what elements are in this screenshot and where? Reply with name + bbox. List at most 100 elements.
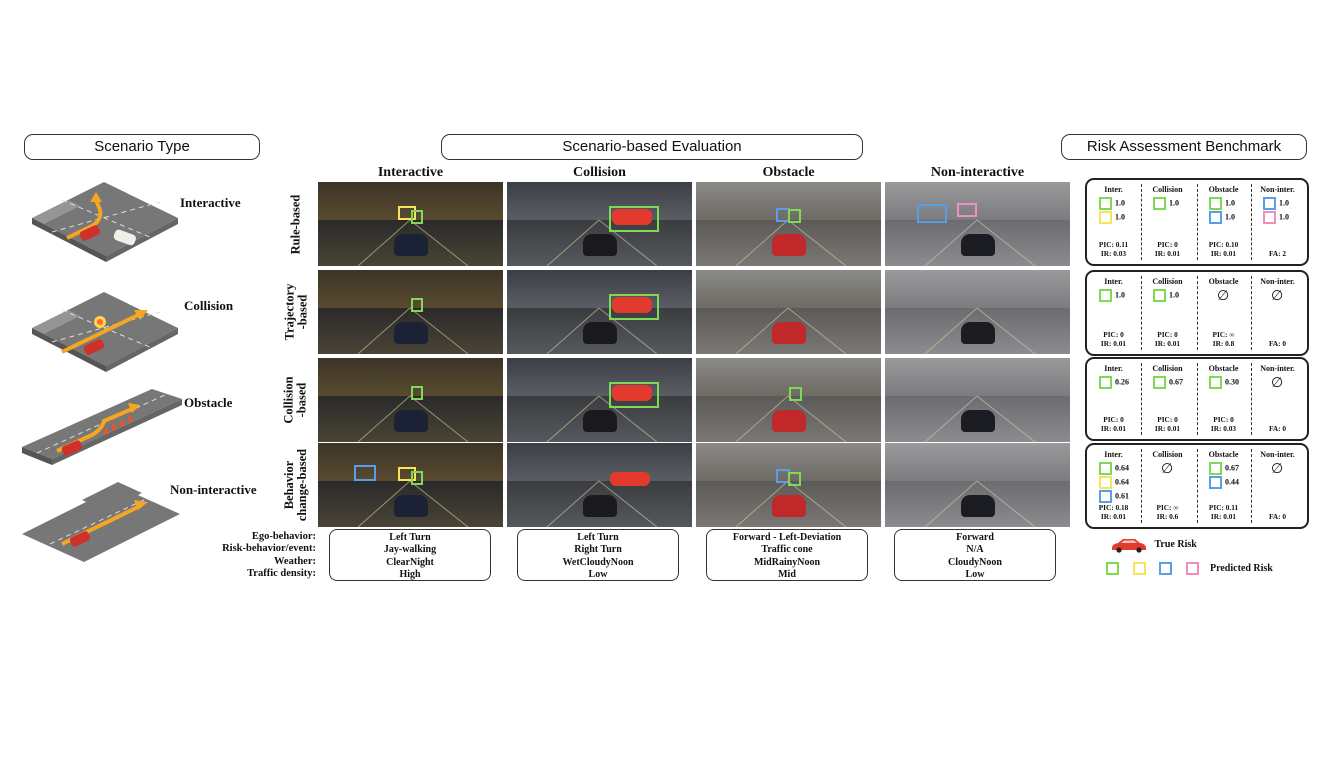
- metric-value: IR: 0.01: [1154, 424, 1181, 433]
- scenario-label-collision: Collision: [184, 298, 234, 313]
- metric-value: PIC: 0: [1157, 240, 1178, 249]
- benchmark-cell-inter: Inter. 1.0 1.0 PIC: 0.11 IR: 0.03: [1087, 180, 1140, 264]
- green-box-icon: [1099, 197, 1112, 210]
- row-header-label: Collision -based: [282, 376, 309, 424]
- row-header-trajectory-based: Trajectory -based: [278, 270, 314, 354]
- yellow-box-icon: [1099, 476, 1112, 489]
- predicted-risk-item: 1.0: [1099, 211, 1125, 224]
- metric-value: PIC: 0.11: [1098, 240, 1129, 249]
- risk-score: 0.67: [1225, 463, 1239, 473]
- weather-value: MidRainyNoon: [753, 556, 821, 568]
- row-header-behavior-change-based: Behavior change-based: [278, 443, 314, 527]
- metric-value: PIC: 0: [1157, 415, 1178, 424]
- predicted-risk-item: 0.30: [1209, 376, 1239, 389]
- traffic-density-value: High: [399, 568, 421, 580]
- benchmark-header: Risk Assessment Benchmark: [1061, 134, 1307, 160]
- scenario-illustration-interactive: [22, 180, 187, 262]
- predicted-risk-item: 1.0: [1099, 197, 1125, 210]
- risk-score: 1.0: [1279, 198, 1289, 208]
- metric-value: IR: 0.01: [1154, 339, 1181, 348]
- weather-value: WetCloudyNoon: [562, 556, 634, 568]
- metric-value: IR: 0.01: [1100, 512, 1127, 521]
- predicted-risk-item: 0.64: [1099, 462, 1129, 475]
- benchmark-metrics: FA: 0: [1251, 424, 1304, 433]
- column-divider: [1251, 363, 1252, 435]
- scenario-type-header: Scenario Type: [24, 134, 260, 160]
- benchmark-cell-obstacle: Obstacle ∅ PIC: ∞ IR: 0.8: [1197, 272, 1250, 354]
- driving-scene-collision-based-obstacle: [696, 358, 881, 442]
- column-header-collision: Collision: [573, 165, 626, 180]
- benchmark-metrics: PIC: ∞ IR: 0.8: [1197, 330, 1250, 348]
- driving-scene-collision-based-non-interactive: [885, 358, 1070, 442]
- benchmark-cell-collision: Collision 1.0 PIC: 0 IR: 0.01: [1141, 272, 1194, 354]
- ego-behavior-value: Left Turn: [577, 532, 619, 543]
- metric-value: PIC: 0.18: [1098, 503, 1129, 512]
- benchmark-metrics: PIC: 0 IR: 0.01: [1141, 330, 1194, 348]
- benchmark-column-title: Non-inter.: [1260, 364, 1295, 373]
- risk-score: 0.26: [1115, 377, 1129, 387]
- scenario-info-collision: Left Turn Right Turn WetCloudyNoon Low: [517, 529, 679, 581]
- predicted-risk-item: 1.0: [1099, 289, 1125, 302]
- column-divider: [1141, 363, 1142, 435]
- true-risk-legend: True Risk: [1110, 537, 1197, 553]
- green-box-icon: [1209, 376, 1222, 389]
- scenario-info-obstacle: Forward - Left-Deviation Traffic cone MidR…: [706, 529, 868, 581]
- true-risk-label: True Risk: [1154, 539, 1197, 551]
- column-divider: [1197, 449, 1198, 523]
- driving-scene-collision-based-collision: [507, 358, 692, 442]
- column-divider: [1197, 363, 1198, 435]
- benchmark-column-title: Non-inter.: [1260, 185, 1295, 194]
- metric-value: IR: 0.01: [1154, 249, 1181, 258]
- risk-behavior-value: N/A: [966, 544, 984, 556]
- predicted-risk-item: 1.0: [1153, 289, 1179, 302]
- benchmark-metrics: PIC: 0 IR: 0.01: [1141, 240, 1194, 258]
- metric-value: FA: 0: [1268, 512, 1287, 521]
- yellow-box-icon: [1099, 211, 1112, 224]
- row-header-label: Rule-based: [288, 194, 303, 254]
- driving-scene-behavior-change-based-obstacle: [696, 443, 881, 527]
- metric-value: IR: 0.6: [1156, 512, 1179, 521]
- driving-scene-trajectory-based-non-interactive: [885, 270, 1070, 354]
- risk-score: 1.0: [1225, 212, 1235, 222]
- traffic-density-value: Low: [588, 568, 608, 580]
- metric-value: IR: 0.8: [1212, 339, 1235, 348]
- scenario-illustration-non-interactive: [22, 478, 187, 562]
- predicted-risk-label: Predicted Risk: [1210, 562, 1273, 574]
- benchmark-metrics: PIC: ∞ IR: 0.6: [1141, 503, 1194, 521]
- risk-behavior-key: Risk-behavior/event:: [222, 543, 316, 555]
- blue-box-icon: [1209, 476, 1222, 489]
- benchmark-cell-inter: Inter. 0.26 PIC: 0 IR: 0.01: [1087, 359, 1140, 439]
- red-car-icon: [1112, 539, 1146, 553]
- green-box-icon: [1099, 376, 1112, 389]
- benchmark-metrics: PIC: 0 IR: 0.01: [1141, 415, 1194, 433]
- driving-scene-rule-based-non-interactive: [885, 182, 1070, 266]
- benchmark-cell-collision: Collision 0.67 PIC: 0 IR: 0.01: [1141, 359, 1194, 439]
- empty-set-icon: ∅: [1271, 376, 1284, 391]
- column-divider: [1141, 449, 1142, 523]
- benchmark-metrics: PIC: 0.11 IR: 0.03: [1087, 240, 1140, 258]
- benchmark-cell-noninter: Non-inter. ∅ FA: 0: [1251, 445, 1304, 527]
- scenario-illustration-obstacle: [22, 385, 187, 465]
- green-box-icon: [1099, 462, 1112, 475]
- risk-score: 1.0: [1225, 198, 1235, 208]
- risk-score: 1.0: [1115, 198, 1125, 208]
- predicted-risk-item: 0.64: [1099, 476, 1129, 489]
- benchmark-metrics: PIC: 0.18 IR: 0.01: [1087, 503, 1140, 521]
- yellow-box-icon: [1132, 562, 1146, 575]
- green-box-icon: [1106, 562, 1119, 575]
- predicted-risk-item: 0.67: [1209, 462, 1239, 475]
- empty-set-icon: ∅: [1217, 289, 1230, 304]
- blue-box-icon: [1099, 490, 1112, 503]
- benchmark-cell-obstacle: Obstacle 1.0 1.0 PIC: 0.10 IR: 0.01: [1197, 180, 1250, 264]
- benchmark-panel-behavior-change-based: Inter. 0.64 0.64 0.61 PIC: 0.18 IR: 0.01 Colli…: [1085, 443, 1309, 529]
- green-box-icon: [1099, 289, 1112, 302]
- benchmark-column-title: Inter.: [1104, 277, 1123, 286]
- benchmark-column-title: Obstacle: [1208, 364, 1239, 373]
- risk-score: 0.67: [1169, 377, 1183, 387]
- column-header-obstacle: Obstacle: [762, 165, 815, 180]
- column-divider: [1197, 276, 1198, 350]
- predicted-risk-item: 1.0: [1153, 197, 1179, 210]
- predicted-risk-item: 0.26: [1099, 376, 1129, 389]
- scenario-info-non-interactive: Forward N/A CloudyNoon Low: [894, 529, 1056, 581]
- metric-value: FA: 0: [1268, 339, 1287, 348]
